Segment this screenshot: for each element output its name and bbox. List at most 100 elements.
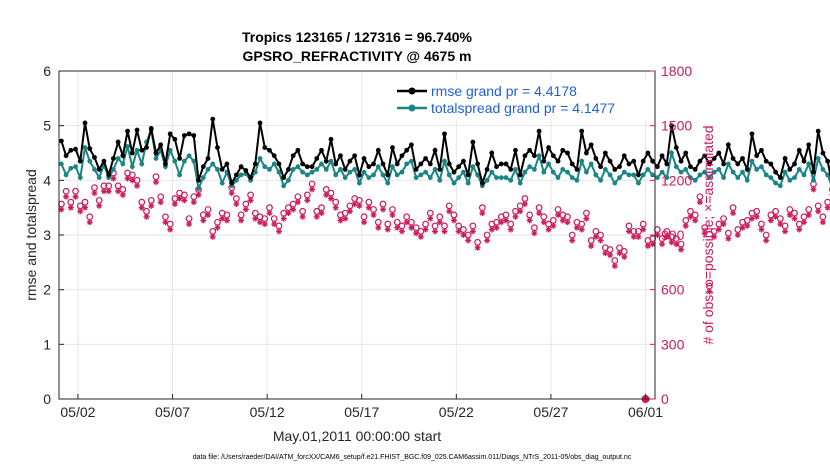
series-point-totalspread [645, 167, 651, 172]
obs-assimilated-point [748, 215, 755, 222]
obs-assimilated-point [455, 228, 462, 235]
series-point-totalspread [120, 161, 126, 167]
series-point-rmse [295, 147, 301, 153]
obs-assimilated-point [271, 221, 278, 228]
obs-assimilated-point [195, 191, 202, 198]
y-tick-label: 3 [43, 227, 51, 243]
obs-assimilated-point [540, 219, 547, 226]
obs-assimilated-point [479, 210, 486, 217]
series-point-totalspread [125, 144, 130, 149]
obs-assimilated-point [77, 208, 84, 215]
obs-assimilated-point [469, 228, 476, 235]
series-point-totalspread [442, 158, 447, 164]
series-point-rmse [470, 139, 476, 145]
series-point-totalspread [678, 169, 684, 175]
series-point-totalspread [584, 169, 589, 175]
series-point-totalspread [759, 164, 764, 170]
series-point-totalspread [806, 161, 812, 167]
obs-assimilated-point [67, 204, 74, 211]
series-point-rmse [664, 161, 670, 167]
series-point-rmse [177, 156, 183, 161]
obs-assimilated-point [767, 217, 774, 224]
series-point-totalspread [233, 177, 239, 183]
obs-assimilated-point [640, 226, 647, 233]
series-point-rmse [380, 161, 386, 167]
series-point-totalspread [356, 180, 362, 186]
series-point-totalspread [461, 169, 466, 175]
series-point-rmse [115, 139, 121, 145]
obs-assimilated-point [96, 202, 103, 209]
obs-assimilated-point [682, 222, 689, 229]
obs-assimilated-point [162, 219, 169, 226]
series-point-totalspread [390, 164, 395, 170]
series-point-totalspread [446, 172, 452, 178]
series-point-rmse [399, 153, 405, 159]
obs-assimilated-point [86, 219, 93, 226]
obs-assimilated-point [663, 233, 670, 240]
series-point-rmse [423, 156, 428, 161]
series-point-rmse [333, 161, 339, 167]
series-point-totalspread [517, 180, 523, 186]
series-point-totalspread [77, 175, 83, 181]
series-point-totalspread [215, 167, 220, 172]
series-point-rmse [749, 131, 755, 137]
obs-assimilated-point [280, 215, 287, 222]
obs-assimilated-point [583, 215, 590, 222]
series-point-totalspread [650, 172, 656, 178]
series-point-rmse [796, 147, 802, 153]
obs-assimilated-point [531, 230, 538, 237]
series-point-rmse [356, 172, 362, 178]
series-point-rmse [801, 158, 807, 164]
obs-assimilated-point [801, 219, 807, 226]
obs-assimilated-point [507, 226, 514, 233]
obs-assimilated-point [493, 224, 500, 231]
series-point-totalspread [470, 164, 476, 170]
series-point-totalspread [706, 175, 712, 181]
y-tick-label: 6 [43, 63, 51, 79]
chart-title-line-2: GPSRO_REFRACTIVITY @ 4675 m [243, 48, 472, 64]
obs-assimilated-point [578, 226, 585, 233]
series-point-rmse [172, 136, 178, 142]
obs-assimilated-point [304, 197, 311, 204]
obs-assimilated-point [484, 237, 491, 244]
series-point-rmse [645, 150, 651, 156]
series-point-totalspread [508, 177, 514, 183]
series-point-totalspread [129, 164, 135, 170]
obs-assimilated-point [223, 217, 230, 224]
obs-assimilated-point [711, 233, 718, 240]
series-point-rmse [612, 167, 618, 172]
series-point-totalspread [110, 167, 116, 172]
x-axis: 05/02 05/07 05/12 05/17 05/22 05/27 06/01 [60, 394, 663, 420]
series-point-totalspread [300, 169, 306, 175]
series-point-totalspread [328, 158, 334, 164]
series-point-totalspread [290, 167, 296, 172]
series-point-totalspread [796, 167, 802, 172]
obs-assimilated-point [238, 217, 245, 224]
series-point-totalspread [385, 180, 391, 186]
series-point-totalspread [654, 175, 660, 181]
obs-assimilated-point [635, 233, 642, 240]
series-point-totalspread [735, 175, 741, 181]
obs-assimilated-point [290, 206, 297, 213]
series-point-totalspread [63, 172, 69, 178]
obs-assimilated-point [285, 210, 292, 217]
obs-assimilated-point [696, 199, 703, 206]
series-point-totalspread [281, 183, 287, 189]
series-point-totalspread [692, 177, 698, 183]
series-point-totalspread [612, 180, 618, 186]
series-point-rmse [323, 158, 329, 164]
series-point-totalspread [721, 175, 726, 181]
y2-tick-label: 0 [661, 391, 669, 407]
series-point-totalspread [276, 169, 282, 175]
obs-possible-point [762, 231, 770, 239]
series-point-totalspread [177, 172, 183, 178]
obs-assimilated-point [763, 237, 770, 244]
obs-assimilated-point [687, 213, 694, 220]
obs-assimilated-point [327, 195, 334, 202]
series-point-rmse [134, 127, 140, 133]
series-point-totalspread [688, 175, 693, 181]
obs-assimilated-point [824, 204, 830, 211]
series-point-totalspread [565, 169, 570, 175]
series-point-rmse [375, 147, 381, 153]
series-point-rmse [300, 161, 306, 167]
